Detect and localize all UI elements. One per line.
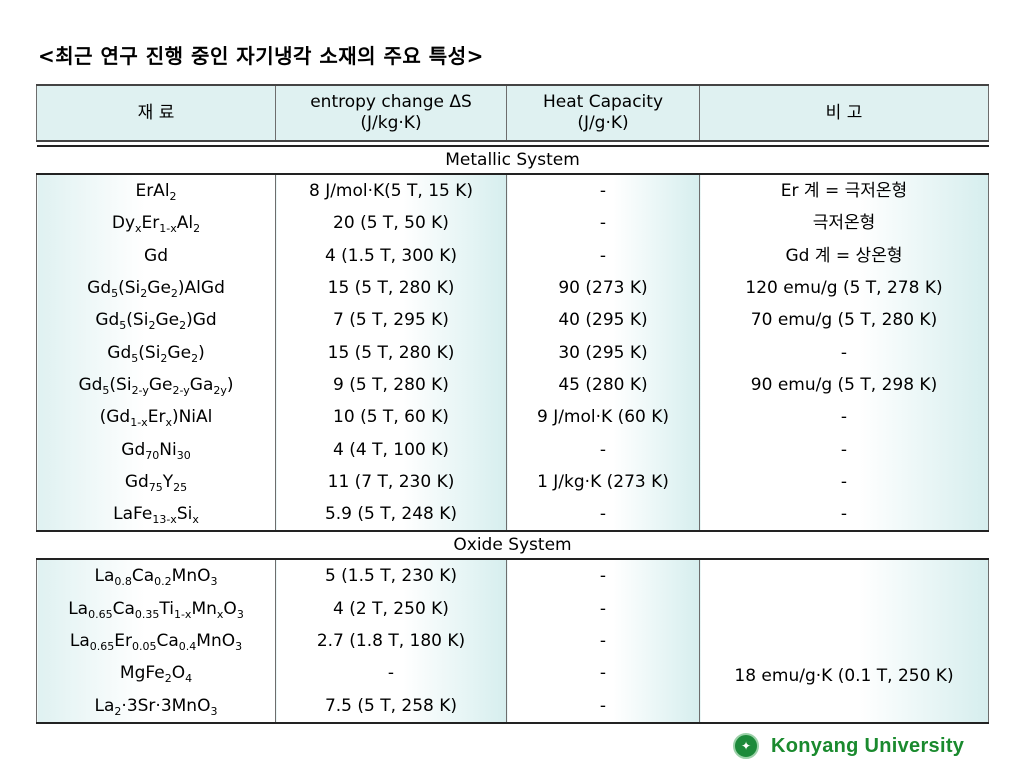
cell-material: Gd5(Si2-yGe2-yGa2y) (36, 368, 276, 402)
materials-table: 재 료 entropy change ΔS (J/kg·K) Heat Capa… (36, 84, 989, 724)
cell-entropy-change: 20 (5 T, 50 K) (275, 207, 507, 240)
cell-remarks: - (699, 497, 989, 533)
cell-entropy-change: 9 (5 T, 280 K) (275, 368, 507, 402)
cell-entropy-change: 2.7 (1.8 T, 180 K) (275, 624, 507, 658)
cell-material: Gd70Ni30 (36, 433, 276, 466)
cell-heat-capacity: 1 J/kg·K (273 K) (506, 465, 700, 498)
cell-heat-capacity: - (506, 689, 700, 724)
cell-remarks: 극저온형 (699, 207, 989, 240)
table-row: ErAl2 8 J/mol·K(5 T, 15 K) - Er 계 = 극저온형 (36, 174, 989, 208)
cell-material: La2·3Sr·3MnO3 (36, 689, 276, 724)
cell-material: MgFe2O4 (36, 657, 276, 690)
section-header-row: Metallic System (36, 145, 989, 175)
header-material: 재 료 (36, 84, 276, 142)
cell-remarks: 120 emu/g (5 T, 278 K) (699, 271, 989, 305)
cell-remarks: - (699, 433, 989, 466)
cell-heat-capacity: - (506, 559, 700, 593)
cell-material: Gd5(Si2Ge2) (36, 336, 276, 369)
table-row: MgFe2O4- - (36, 657, 989, 690)
cell-heat-capacity: 9 J/mol·K (60 K) (506, 401, 700, 434)
university-logo: ✦ Konyang University (733, 733, 964, 759)
cell-heat-capacity: 45 (280 K) (506, 368, 700, 402)
university-name: Konyang University (771, 734, 965, 757)
table-row: Gd75Y25 11 (7 T, 230 K) 1 J/kg·K (273 K) - (36, 465, 989, 498)
table-row: Gd5(Si2Ge2)Gd 7 (5 T, 295 K) 40 (295 K) 70 … (36, 304, 989, 337)
cell-material: La0.65Er0.05Ca0.4MnO3 (36, 624, 276, 658)
cell-material: LaFe13-xSix (36, 497, 276, 533)
table-row: LaFe13-xSix 5.9 (5 T, 248 K) - - (36, 497, 989, 533)
cell-entropy-change: - (275, 657, 507, 690)
slide-title: <최근 연구 진행 중인 자기냉각 소재의 주요 특성> (38, 44, 484, 68)
cell-material: ErAl2 (36, 174, 276, 208)
cell-material: Gd5(Si2Ge2)AlGd (36, 271, 276, 305)
cell-material: Gd75Y25 (36, 465, 276, 498)
cell-material: (Gd1-xErx)NiAl (36, 401, 276, 434)
section-header-row: Oxide System (36, 530, 989, 561)
cell-entropy-change: 7.5 (5 T, 258 K) (275, 689, 507, 724)
cell-heat-capacity: - (506, 592, 700, 625)
cell-entropy-change: 8 J/mol·K(5 T, 15 K) (275, 174, 507, 208)
cell-material: Gd5(Si2Ge2)Gd (36, 304, 276, 337)
section-label: Oxide System (36, 530, 989, 561)
cell-heat-capacity: - (506, 624, 700, 658)
cell-remarks: 18 emu/g·K (0.1 T, 250 K) (699, 559, 989, 724)
section-label: Metallic System (36, 145, 989, 175)
table-row: Gd5(Si2-yGe2-yGa2y) 9 (5 T, 280 K) 45 (280… (36, 368, 989, 402)
cell-remarks: 70 emu/g (5 T, 280 K) (699, 304, 989, 337)
table-row: La0.65Ca0.35Ti1-xMnxO3 4 (2 T, 250 K) - (36, 592, 989, 625)
table-row: Gd 4 (1.5 T, 300 K) - Gd 계 = 상온형 (36, 239, 989, 272)
university-emblem-icon: ✦ (733, 733, 759, 759)
cell-entropy-change: 4 (1.5 T, 300 K) (275, 239, 507, 272)
table-row: Gd70Ni30 4 (4 T, 100 K) - - (36, 433, 989, 466)
cell-entropy-change: 5 (1.5 T, 230 K) (275, 559, 507, 593)
cell-remarks: Er 계 = 극저온형 (699, 174, 989, 208)
table-row: (Gd1-xErx)NiAl 10 (5 T, 60 K) 9 J/mol·K (6… (36, 401, 989, 434)
cell-remarks: Gd 계 = 상온형 (699, 239, 989, 272)
cell-entropy-change: 10 (5 T, 60 K) (275, 401, 507, 434)
cell-material: La0.65Ca0.35Ti1-xMnxO3 (36, 592, 276, 625)
cell-entropy-change: 15 (5 T, 280 K) (275, 336, 507, 369)
cell-material: Gd (36, 239, 276, 272)
cell-remarks: - (699, 401, 989, 434)
cell-entropy-change: 4 (4 T, 100 K) (275, 433, 507, 466)
cell-remarks: 90 emu/g (5 T, 298 K) (699, 368, 989, 402)
cell-heat-capacity: - (506, 239, 700, 272)
cell-heat-capacity: - (506, 657, 700, 690)
table-row: DyxEr1-xAl2 20 (5 T, 50 K) - 극저온형 (36, 207, 989, 240)
cell-material: DyxEr1-xAl2 (36, 207, 276, 240)
cell-heat-capacity: - (506, 497, 700, 533)
cell-entropy-change: 11 (7 T, 230 K) (275, 465, 507, 498)
cell-heat-capacity: 40 (295 K) (506, 304, 700, 337)
header-remarks: 비 고 (699, 84, 989, 142)
cell-heat-capacity: - (506, 207, 700, 240)
header-entropy: entropy change ΔS (J/kg·K) (275, 84, 507, 142)
cell-heat-capacity: 90 (273 K) (506, 271, 700, 305)
cell-entropy-change: 5.9 (5 T, 248 K) (275, 497, 507, 533)
cell-remarks: - (699, 336, 989, 369)
cell-heat-capacity: 30 (295 K) (506, 336, 700, 369)
table-row: Gd5(Si2Ge2)AlGd 15 (5 T, 280 K) 90 (273 K)… (36, 271, 989, 305)
header-heat-capacity: Heat Capacity (J/g·K) (506, 84, 700, 142)
cell-entropy-change: 15 (5 T, 280 K) (275, 271, 507, 305)
cell-material: La0.8Ca0.2MnO3 (36, 559, 276, 593)
cell-entropy-change: 7 (5 T, 295 K) (275, 304, 507, 337)
table-row: Gd5(Si2Ge2) 15 (5 T, 280 K) 30 (295 K) - (36, 336, 989, 369)
cell-heat-capacity: - (506, 433, 700, 466)
table-header-row: 재 료 entropy change ΔS (J/kg·K) Heat Capa… (36, 84, 989, 142)
cell-heat-capacity: - (506, 174, 700, 208)
table-row: La2·3Sr·3MnO3 7.5 (5 T, 258 K) - (36, 689, 989, 724)
cell-entropy-change: 4 (2 T, 250 K) (275, 592, 507, 625)
table-row: La0.65Er0.05Ca0.4MnO3 2.7 (1.8 T, 180 K) - (36, 624, 989, 658)
cell-remarks: - (699, 465, 989, 498)
table-row: La0.8Ca0.2MnO3 5 (1.5 T, 230 K) -18 emu/g·… (36, 559, 989, 724)
